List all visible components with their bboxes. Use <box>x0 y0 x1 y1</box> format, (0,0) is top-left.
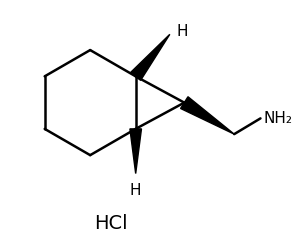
Text: NH₂: NH₂ <box>263 111 292 126</box>
Polygon shape <box>130 129 142 174</box>
Text: HCl: HCl <box>94 214 128 233</box>
Polygon shape <box>181 97 234 134</box>
Text: H: H <box>176 24 188 39</box>
Polygon shape <box>131 34 170 80</box>
Text: H: H <box>130 183 141 198</box>
